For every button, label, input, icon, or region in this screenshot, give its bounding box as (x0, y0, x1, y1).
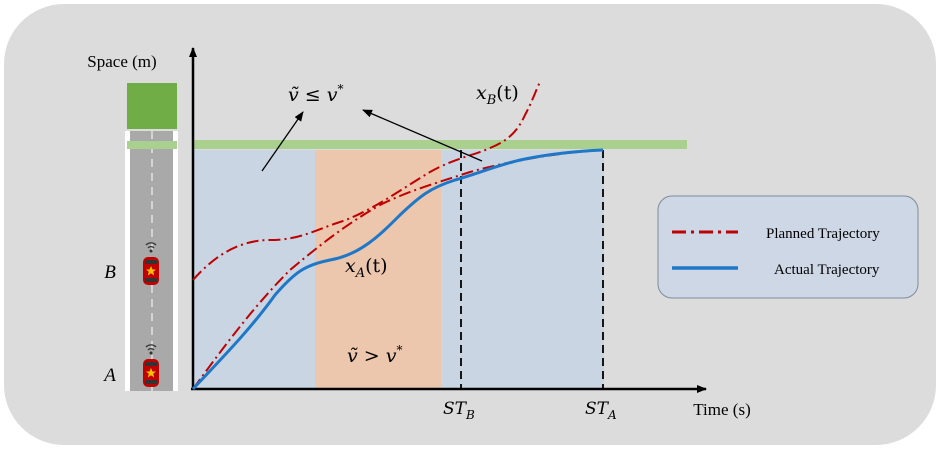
lower-condition-label: ṽ > v* (347, 343, 402, 367)
annotation-arrow-left (261, 111, 304, 172)
stop-line (193, 140, 687, 149)
legend: Planned Trajectory Actual Trajectory (657, 195, 919, 299)
road-marker-b: B (104, 262, 116, 283)
tick-st-b: STB (443, 399, 475, 422)
road-stop-line (127, 141, 177, 149)
actual-trajectory (191, 148, 604, 391)
legend-label-actual: Actual Trajectory (774, 262, 880, 278)
tick-st-a: STA (585, 399, 617, 422)
car-a (143, 344, 159, 387)
signal-icon (145, 344, 157, 348)
region-arrival (441, 150, 604, 388)
region-free (193, 150, 315, 388)
upper-condition-label: ṽ ≤ v* (288, 82, 343, 106)
x-axis-label: Time (s) (693, 400, 750, 419)
region-speeding (315, 150, 441, 388)
road: B A (102, 83, 178, 391)
destination-block (127, 83, 177, 129)
y-axis-label: Space (m) (87, 52, 156, 71)
legend-label-planned: Planned Trajectory (766, 226, 880, 242)
annotation-arrow-right (362, 109, 483, 162)
car-b (143, 242, 159, 285)
legend-box (657, 195, 919, 299)
planned-trajectory-b (192, 81, 541, 281)
road-marker-a: A (102, 365, 116, 386)
star-icon (146, 368, 156, 378)
curve-label-xa: xA(t) (345, 255, 388, 281)
star-icon (146, 266, 156, 276)
curve-label-xb: xB(t) (476, 82, 519, 108)
signal-icon (145, 242, 157, 246)
